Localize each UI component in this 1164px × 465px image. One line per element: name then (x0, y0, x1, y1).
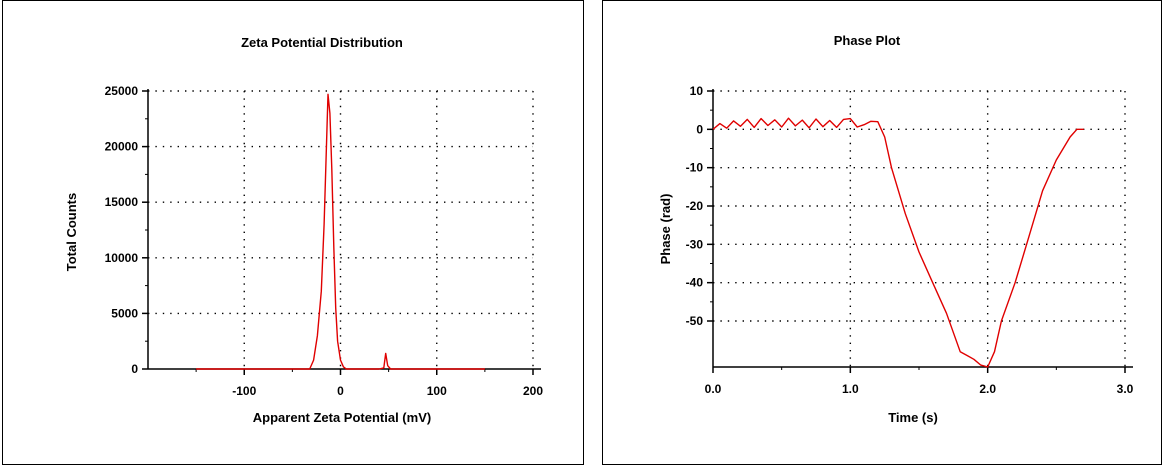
x-tick-label: 0 (337, 384, 344, 398)
x-tick-label: 3.0 (1117, 382, 1134, 396)
data-series-line (196, 93, 485, 370)
zeta-chart: Zeta Potential Distribution Apparent Zet… (64, 35, 543, 425)
y-tick-label: 10000 (105, 251, 139, 265)
y-tick-label: -30 (686, 237, 704, 251)
chart-title: Phase Plot (834, 33, 901, 48)
phase-chart-panel: Phase Plot Time (s) Phase (rad) 10 0 -10 -2… (602, 0, 1162, 465)
y-axis-label: Total Counts (64, 193, 79, 271)
y-tick-label: -10 (686, 161, 704, 175)
phase-chart: Phase Plot Time (s) Phase (rad) 10 0 -10 -2… (658, 33, 1134, 425)
y-tick-label: 5000 (111, 306, 138, 320)
y-tick-label: 15000 (105, 195, 139, 209)
y-tick-label: 20000 (105, 140, 139, 154)
data-series-line (712, 117, 1084, 368)
y-tick-label: 25000 (105, 84, 139, 98)
y-tick-label: 0 (696, 122, 703, 136)
y-tick-label: -40 (686, 276, 704, 290)
y-tick-label: -20 (686, 199, 704, 213)
y-tick-label: 0 (131, 362, 138, 376)
x-tick-label: 200 (523, 384, 543, 398)
x-tick-label: 1.0 (842, 382, 859, 396)
y-axis-label: Phase (rad) (658, 194, 673, 265)
y-tick-label: -50 (686, 314, 704, 328)
zeta-chart-panel: Zeta Potential Distribution Apparent Zet… (2, 0, 584, 465)
x-axis-label: Apparent Zeta Potential (mV) (253, 410, 431, 425)
x-tick-label: 2.0 (979, 382, 996, 396)
x-tick-label: -100 (232, 384, 256, 398)
y-tick-label: 10 (690, 84, 704, 98)
x-tick-label: 0.0 (705, 382, 722, 396)
x-axis-label: Time (s) (888, 410, 938, 425)
chart-title: Zeta Potential Distribution (241, 35, 403, 50)
x-tick-label: 100 (427, 384, 447, 398)
